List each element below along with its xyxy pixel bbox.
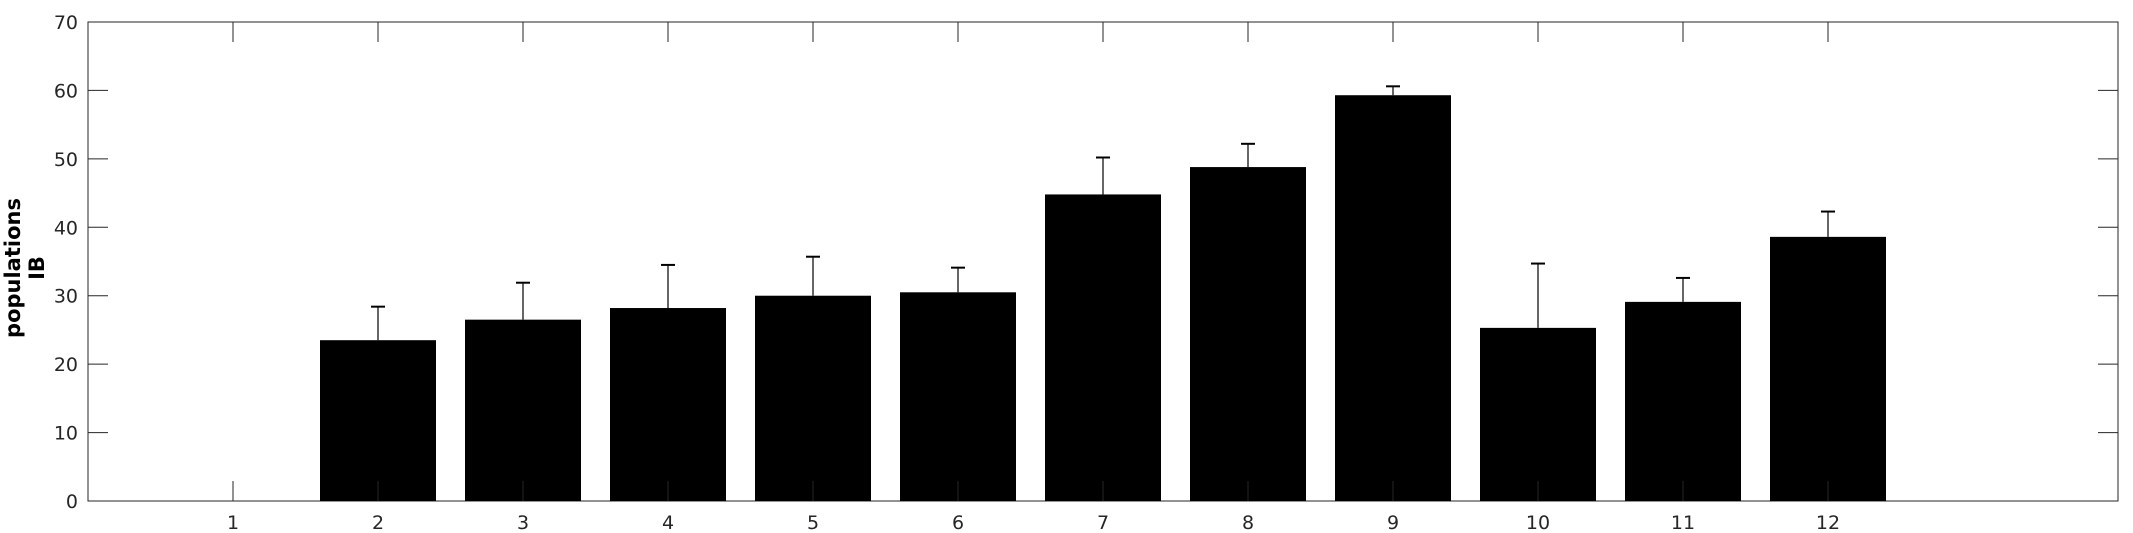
bar-2	[320, 340, 436, 501]
x-tick-label-10: 10	[1526, 512, 1550, 533]
x-tick-label-12: 12	[1816, 512, 1840, 533]
x-tick-label-7: 7	[1097, 512, 1109, 533]
y-tick-label-40: 40	[54, 217, 78, 239]
y-axis-label-line-2: IB	[25, 256, 49, 280]
bar-7	[1045, 194, 1161, 501]
bar-4	[610, 308, 726, 501]
x-tick-label-8: 8	[1242, 512, 1254, 533]
ticks-group	[88, 21, 2118, 502]
bar-5	[755, 295, 871, 501]
x-tick-labels: 1 2 3 4 5 6 7 8 9 10 11 12	[227, 512, 1840, 533]
x-tick-label-3: 3	[517, 512, 529, 533]
y-tick-label-60: 60	[54, 80, 78, 102]
y-tick-label-20: 20	[54, 354, 78, 376]
x-tick-label-5: 5	[807, 512, 819, 533]
bar-3	[465, 319, 581, 501]
bar-8	[1190, 167, 1306, 501]
x-tick-label-2: 2	[372, 512, 384, 533]
bar-6	[900, 292, 1016, 501]
x-tick-label-6: 6	[952, 512, 964, 533]
x-tick-label-4: 4	[662, 512, 674, 533]
bar-10	[1480, 327, 1596, 501]
bars-group	[320, 95, 1886, 502]
y-tick-label-30: 30	[54, 286, 78, 308]
bar-9	[1335, 95, 1451, 502]
y-tick-labels: 0 10 20 30 40 50 60 70	[54, 12, 78, 513]
x-tick-label-9: 9	[1387, 512, 1399, 533]
y-tick-label-0: 0	[66, 491, 78, 513]
bar-11	[1625, 301, 1741, 501]
y-tick-label-10: 10	[54, 423, 78, 445]
error-bars-group	[371, 85, 1835, 341]
y-tick-label-70: 70	[54, 12, 78, 34]
x-tick-label-1: 1	[227, 512, 239, 533]
bar-12	[1770, 236, 1886, 501]
y-axis-label: populations IB	[1, 198, 49, 338]
y-axis-label-line-1: populations	[1, 198, 25, 338]
x-tick-label-11: 11	[1671, 512, 1695, 533]
y-tick-label-50: 50	[54, 149, 78, 171]
